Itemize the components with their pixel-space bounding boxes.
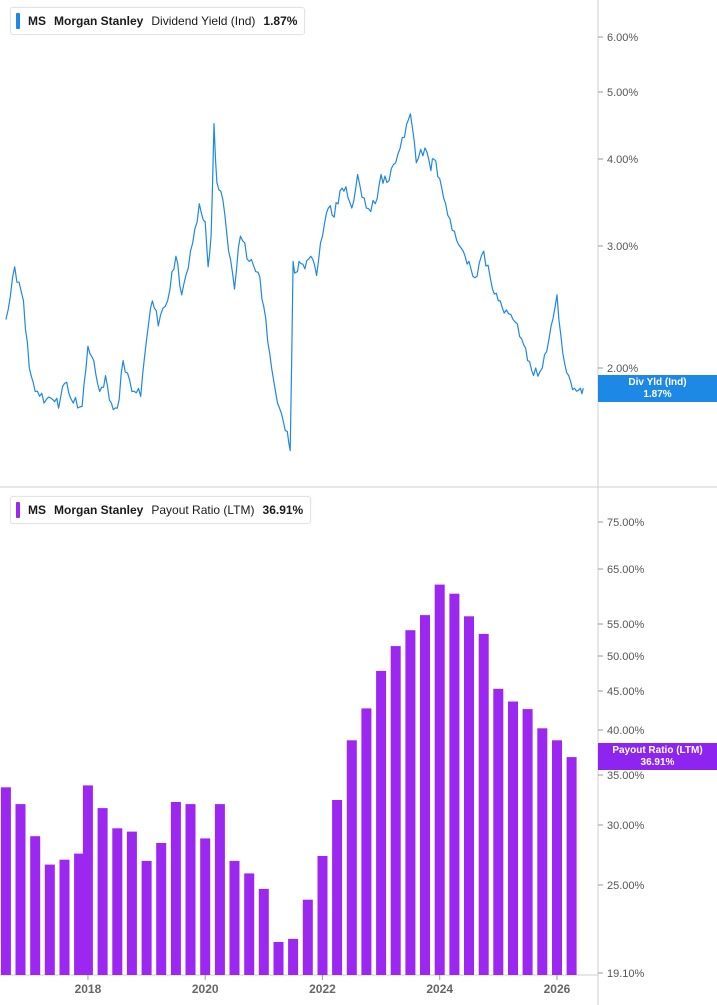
legend-ticker: MS bbox=[28, 14, 46, 28]
series-color-swatch bbox=[16, 13, 20, 29]
payout-bar bbox=[332, 800, 343, 975]
legend-company: Morgan Stanley bbox=[54, 503, 144, 517]
x-tick-label: 2022 bbox=[309, 982, 336, 996]
payout-bar bbox=[141, 860, 152, 975]
legend-metric: Payout Ratio (LTM) bbox=[151, 503, 255, 517]
legend-payout-ratio[interactable]: MS Morgan Stanley Payout Ratio (LTM) 36.… bbox=[10, 496, 312, 524]
payout-bar bbox=[346, 740, 357, 975]
payout-bar bbox=[537, 728, 548, 975]
payout-bar bbox=[522, 709, 533, 975]
payout-bar bbox=[97, 808, 108, 975]
legend-value: 1.87% bbox=[263, 14, 298, 28]
x-tick-label: 2020 bbox=[192, 982, 219, 996]
payout-bar bbox=[420, 615, 430, 975]
y-tick-label: 65.00% bbox=[607, 564, 645, 576]
y-tick-label: 4.00% bbox=[607, 154, 638, 166]
x-tick-label: 2026 bbox=[544, 982, 571, 996]
payout-bar bbox=[390, 646, 401, 975]
y-tick-label: 35.00% bbox=[607, 770, 645, 782]
payout-bar bbox=[112, 828, 123, 975]
tag-label: Div Yld (Ind) bbox=[628, 377, 687, 388]
payout-bar bbox=[214, 804, 225, 975]
y-tick-label: 50.00% bbox=[607, 651, 645, 663]
y-tick-label: 5.00% bbox=[607, 87, 638, 99]
tag-label: Payout Ratio (LTM) bbox=[612, 745, 703, 756]
y-tick-label: 3.00% bbox=[607, 241, 638, 253]
payout-bar bbox=[317, 856, 328, 975]
tag-value: 36.91% bbox=[640, 757, 675, 768]
payout-bar bbox=[170, 802, 181, 975]
y-tick-label: 6.00% bbox=[607, 32, 638, 44]
payout-bar bbox=[288, 938, 299, 975]
payout-bar bbox=[258, 888, 269, 975]
payout-bar bbox=[376, 670, 387, 975]
payout-bar bbox=[273, 942, 284, 975]
tag-value: 1.87% bbox=[643, 389, 672, 400]
payout-bar bbox=[552, 740, 562, 975]
payout-bar bbox=[508, 701, 518, 975]
payout-bar bbox=[156, 843, 167, 975]
payout-bar bbox=[0, 787, 11, 975]
payout-bar bbox=[493, 688, 504, 975]
dividend-yield-plot bbox=[5, 113, 584, 452]
payout-ratio-plot bbox=[0, 584, 577, 975]
payout-bar bbox=[74, 853, 85, 975]
payout-bar bbox=[229, 860, 240, 975]
payout-bar bbox=[82, 785, 93, 975]
payout-bar bbox=[30, 836, 41, 975]
y-tick-label: 25.00% bbox=[607, 880, 645, 892]
payout-bar bbox=[44, 864, 55, 975]
payout-bar bbox=[59, 859, 70, 975]
y-tick-label: 55.00% bbox=[607, 619, 645, 631]
payout-bar bbox=[244, 873, 255, 975]
legend-dividend-yield[interactable]: MS Morgan Stanley Dividend Yield (Ind) 1… bbox=[10, 7, 306, 35]
y-tick-label: 40.00% bbox=[607, 725, 645, 737]
payout-bar bbox=[302, 899, 313, 975]
y-tick-label: 75.00% bbox=[607, 517, 645, 529]
last-value-tag-yield: Div Yld (Ind) 1.87% bbox=[598, 375, 717, 402]
payout-bar bbox=[405, 630, 416, 975]
payout-bar bbox=[15, 804, 26, 975]
last-value-tag-payout: Payout Ratio (LTM) 36.91% bbox=[598, 743, 717, 770]
y-tick-label: 2.00% bbox=[607, 363, 638, 375]
payout-bar bbox=[449, 593, 460, 975]
dividend-yield-line bbox=[5, 113, 584, 452]
payout-bar bbox=[566, 757, 577, 975]
x-tick-label: 2018 bbox=[75, 982, 102, 996]
y-tick-label: 45.00% bbox=[607, 686, 645, 698]
payout-bar bbox=[434, 584, 445, 975]
legend-ticker: MS bbox=[28, 503, 46, 517]
payout-bar bbox=[464, 616, 474, 975]
legend-company: Morgan Stanley bbox=[54, 14, 144, 28]
y-tick-label: 19.10% bbox=[607, 968, 645, 980]
x-tick-label: 2024 bbox=[426, 982, 453, 996]
payout-bar bbox=[478, 633, 489, 975]
series-color-swatch bbox=[16, 502, 20, 518]
legend-metric: Dividend Yield (Ind) bbox=[151, 14, 256, 28]
payout-bar bbox=[361, 708, 372, 975]
payout-bar bbox=[126, 831, 137, 975]
legend-value: 36.91% bbox=[262, 503, 304, 517]
payout-bar bbox=[200, 838, 211, 975]
payout-bar bbox=[185, 804, 196, 975]
y-tick-label: 30.00% bbox=[607, 820, 645, 832]
